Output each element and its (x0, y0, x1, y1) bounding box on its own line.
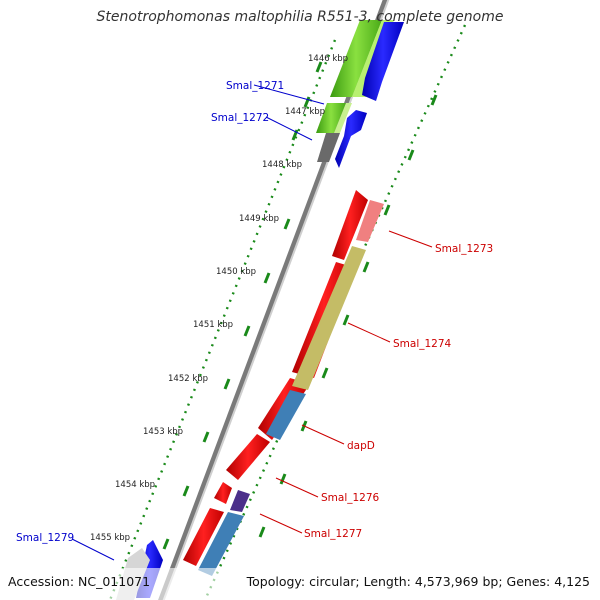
dapD-steelblue-feature (266, 390, 306, 440)
smal-1272-gray-block (317, 133, 340, 162)
tick-label: 1449 kbp (239, 214, 279, 224)
outer-gc-track (203, 24, 467, 600)
gene-label-smal-1274[interactable]: Smal_1274 (393, 338, 452, 350)
tick-label: 1453 kbp (143, 427, 183, 437)
gene-label-smal-1272[interactable]: Smal_1272 (211, 112, 269, 124)
smal-1277-purple-feature (230, 490, 250, 512)
gene-label-smal-1279[interactable]: Smal_1279 (16, 532, 74, 544)
gene-red-continuation[interactable] (226, 434, 270, 480)
gene-smal-1277-arrow[interactable] (183, 508, 224, 566)
smal-1277-steelblue-feature (198, 512, 244, 576)
tick-label: 1448 kbp (262, 160, 302, 170)
tick-labels: 1446 kbp 1447 kbp 1448 kbp 1449 kbp 1450… (90, 54, 348, 543)
footer-backdrop (0, 568, 600, 600)
smal-1272-feature-light (334, 103, 352, 133)
tick-label: 1455 kbp (90, 533, 130, 543)
forward-strand (116, 22, 404, 600)
tick-marks (162, 61, 438, 550)
reverse-strand (183, 190, 368, 566)
gene-label-smal-1271[interactable]: Smal_1271 (226, 80, 284, 92)
tick-label: 1447 kbp (285, 107, 325, 117)
gene-smal-1271-arrow[interactable] (362, 22, 404, 101)
label-leader-lines (71, 84, 433, 561)
tick-label: 1454 kbp (115, 480, 155, 490)
gene-label-smal-1277[interactable]: Smal_1277 (304, 528, 362, 540)
smal-1271-feature (330, 20, 382, 97)
smal-1274-khaki-feature (292, 246, 366, 390)
tick-label: 1452 kbp (168, 374, 208, 384)
gene-label-dapD[interactable]: dapD (347, 440, 375, 452)
smal-1272-feature (316, 103, 346, 133)
gene-labels: Smal_1271 Smal_1272 Smal_1273 Smal_1274 … (16, 80, 493, 544)
smal-1273-pink-feature (356, 200, 384, 242)
gene-smal-1273-arrow[interactable] (332, 190, 368, 260)
gene-label-smal-1276[interactable]: Smal_1276 (321, 492, 380, 504)
tick-label: 1451 kbp (193, 320, 233, 330)
tick-label: 1446 kbp (308, 54, 348, 64)
gene-smal-1276-arrow[interactable] (214, 482, 232, 504)
genome-summary-text: Topology: circular; Length: 4,573,969 bp… (246, 574, 590, 589)
gene-label-smal-1273[interactable]: Smal_1273 (435, 243, 493, 255)
tick-label: 1450 kbp (216, 267, 256, 277)
genome-title: Stenotrophomonas maltophilia R551-3, com… (96, 9, 504, 25)
accession-text: Accession: NC_011071 (8, 574, 151, 589)
feature-annotations (198, 200, 384, 576)
gene-smal-1272-arrow[interactable] (335, 110, 367, 168)
